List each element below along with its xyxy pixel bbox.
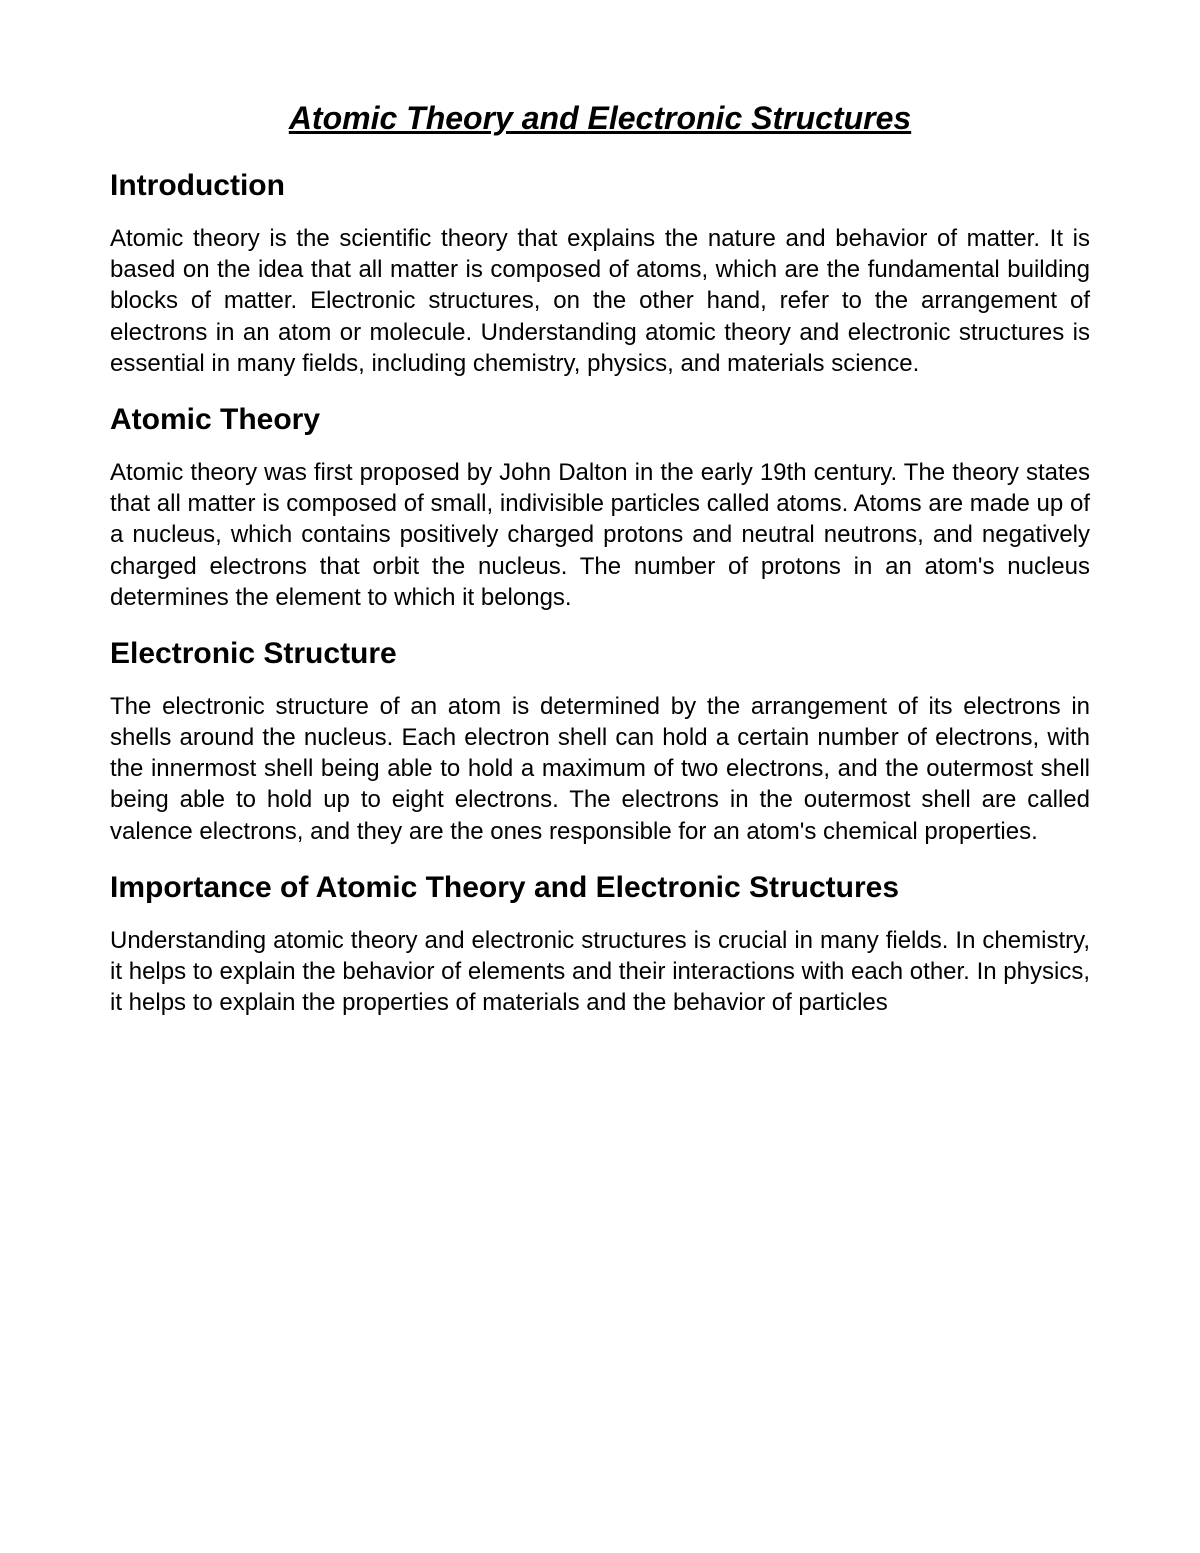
section-body-importance: Understanding atomic theory and electron…	[110, 925, 1090, 1019]
section-heading-atomic-theory: Atomic Theory	[110, 403, 1090, 437]
document-title: Atomic Theory and Electronic Structures	[110, 100, 1090, 137]
section-heading-importance: Importance of Atomic Theory and Electron…	[110, 871, 1090, 905]
section-body-atomic-theory: Atomic theory was first proposed by John…	[110, 457, 1090, 613]
section-heading-electronic-structure: Electronic Structure	[110, 637, 1090, 671]
section-heading-introduction: Introduction	[110, 169, 1090, 203]
section-body-introduction: Atomic theory is the scientific theory t…	[110, 223, 1090, 379]
section-body-electronic-structure: The electronic structure of an atom is d…	[110, 691, 1090, 847]
